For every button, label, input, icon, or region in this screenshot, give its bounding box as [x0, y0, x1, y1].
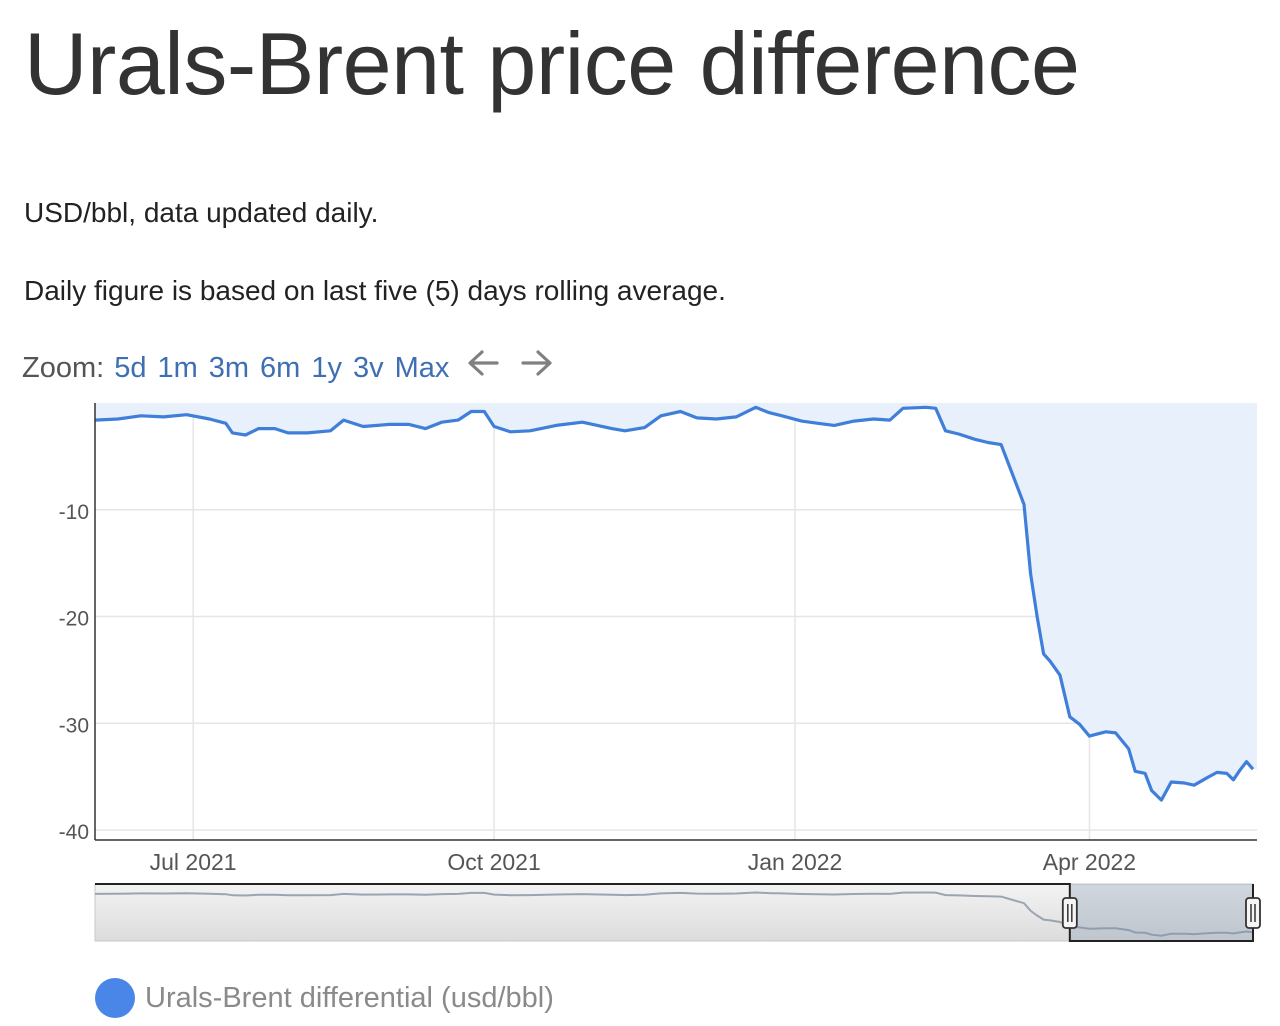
y-tick-label: -10 — [59, 501, 89, 524]
x-tick-label: Jan 2022 — [748, 849, 843, 875]
zoom-6m-button[interactable]: 6m — [260, 351, 301, 384]
arrow-right-glyph — [521, 350, 553, 376]
units-description: USD/bbl, data updated daily. — [24, 197, 379, 228]
navigator[interactable] — [94, 883, 1261, 942]
page-title: Urals-Brent price difference — [24, 14, 1080, 113]
x-tick-label: Oct 2021 — [447, 849, 540, 875]
zoom-3m-button[interactable]: 3m — [208, 351, 250, 384]
x-tick-label: Apr 2022 — [1043, 849, 1136, 875]
y-axis-labels: -10 -20 -30 -40 — [59, 501, 89, 844]
navigator-handle-left[interactable] — [1061, 897, 1078, 929]
legend-label: Urals-Brent differential (usd/bbl) — [145, 981, 554, 1014]
legend-item[interactable]: Urals-Brent differential (usd/bbl) — [95, 978, 554, 1018]
arrow-left-icon[interactable] — [466, 348, 500, 387]
handle-grip-icon — [1061, 897, 1078, 929]
arrow-left-glyph — [468, 350, 500, 376]
x-tick-label: Jul 2021 — [150, 849, 237, 875]
y-tick-label: -40 — [59, 821, 89, 844]
zoom-max-button[interactable]: Max — [394, 351, 450, 384]
y-tick-label: -20 — [59, 608, 89, 631]
series-line — [94, 405, 1255, 802]
navigator-series — [94, 891, 1254, 937]
zoom-label: Zoom: — [22, 351, 105, 384]
price-chart: -10 -20 -30 -40 Jul 2021 Oct 2021 Jan 2022 Apr… — [59, 403, 1261, 942]
zoom-1y-button[interactable]: 1y — [311, 351, 342, 384]
zoom-1m-button[interactable]: 1m — [157, 351, 198, 384]
zoom-3v-button[interactable]: 3v — [352, 351, 384, 384]
y-tick-label: -30 — [59, 714, 89, 737]
x-axis-labels: Jul 2021 Oct 2021 Jan 2022 Apr 2022 — [150, 849, 1136, 875]
circle-marker-icon — [95, 978, 135, 1018]
axes — [94, 403, 1257, 841]
area-fill — [95, 403, 1257, 801]
arrow-right-icon[interactable] — [520, 348, 554, 387]
navigator-handle-right[interactable] — [1245, 897, 1261, 929]
averaging-description: Daily figure is based on last five (5) d… — [24, 275, 726, 306]
zoom-selector: Zoom: 5d 1m 3m 6m 1y 3v Max — [22, 348, 568, 387]
zoom-5d-button[interactable]: 5d — [114, 351, 147, 384]
navigator-selection[interactable] — [1069, 884, 1253, 941]
handle-grip-icon — [1245, 897, 1261, 929]
